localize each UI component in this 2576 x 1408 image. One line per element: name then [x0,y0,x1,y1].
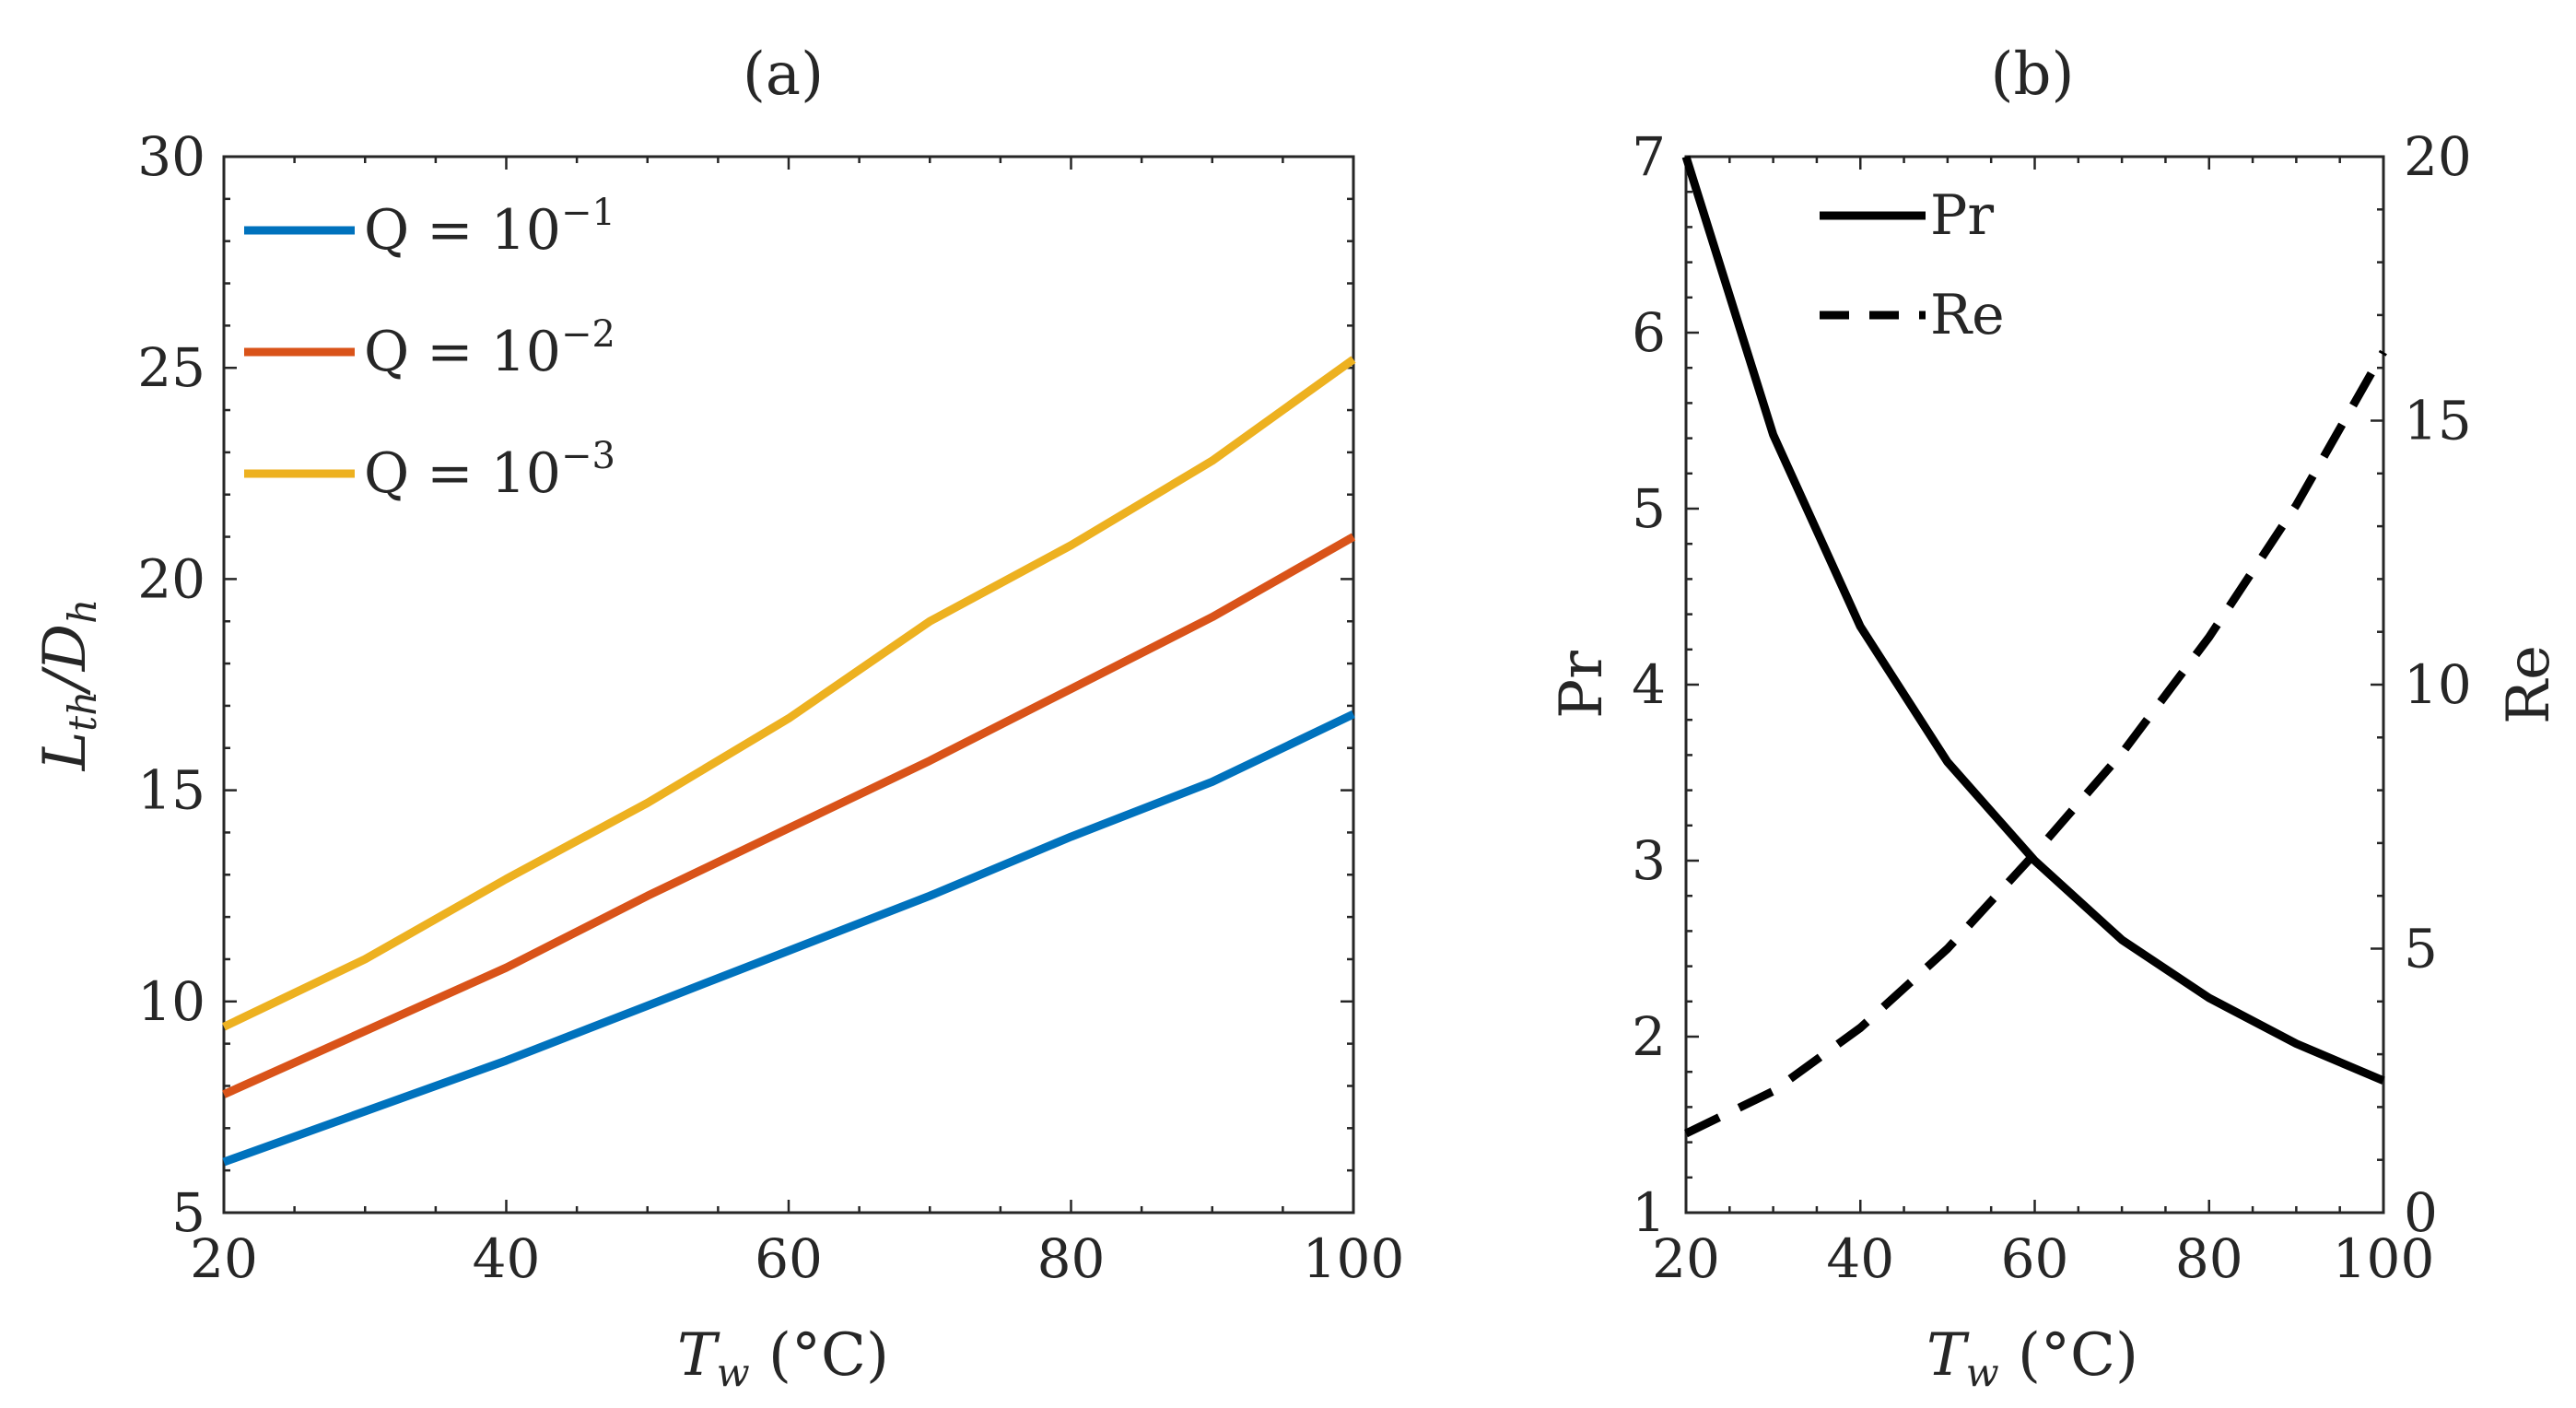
panel-a-plot-area [222,155,1355,1214]
panel-b-ticks [1684,155,2385,1214]
panel-a-title: (a) [743,41,824,109]
panel-a-x-axis-label: Tw (°C) [677,1321,889,1395]
panel-b-legend: Pr Re [1820,183,2005,347]
series-line-q2 [222,533,1356,1098]
y-tick-label: 5 [171,1181,205,1244]
y-tick-label: 30 [137,125,205,188]
panel-a-y-axis-label: Lth/Dh [31,599,105,771]
x-tick-label: 80 [1037,1227,1106,1290]
y-tick-label: 25 [137,336,205,399]
series-line-q1 [222,710,1355,1167]
right-y-tick-label: 10 [2404,653,2472,716]
panel-b-right-axis-label: Re [2495,645,2563,724]
legend-label: Q = 10−2 [364,313,615,384]
left-y-tick-label: 7 [1632,125,1666,188]
left-y-tick-label: 5 [1632,477,1666,540]
right-y-tick-label: 20 [2404,125,2472,188]
series-line-pr [1681,155,2385,1085]
legend-label: Pr [1930,183,1994,248]
left-y-tick-label: 6 [1632,301,1666,364]
panel-b-x-axis-label: Tw (°C) [1926,1321,2138,1395]
panel-a-legend: Q = 10−1 Q = 10−2 Q = 10−3 [244,192,615,506]
x-tick-label: 100 [1303,1227,1405,1290]
x-tick-label: 100 [2333,1227,2435,1290]
legend-label: Q = 10−1 [364,192,615,263]
right-y-tick-label: 15 [2404,390,2472,452]
x-tick-label: 20 [190,1227,258,1290]
x-tick-label: 40 [473,1227,541,1290]
right-y-tick-label: 0 [2404,1181,2438,1244]
panel-b-series [1681,155,2387,1138]
x-tick-label: 20 [1652,1227,1720,1290]
panel-b-tick-labels: 20 40 60 80 100 1 2 3 4 5 6 7 0 5 10 15 20 [1632,125,2472,1290]
x-tick-label: 80 [2175,1227,2243,1290]
right-y-tick-label: 5 [2404,918,2438,980]
x-tick-label: 60 [755,1227,823,1290]
left-y-tick-label: 4 [1632,653,1666,716]
panel-a-ticks [222,155,1355,1214]
y-tick-label: 15 [137,759,205,822]
legend-label: Re [1930,283,2005,347]
left-y-tick-label: 2 [1632,1005,1666,1068]
x-tick-label: 60 [2001,1227,2069,1290]
panel-a-tick-labels: 20 40 60 80 100 5 10 15 20 25 30 [137,125,1404,1290]
y-tick-label: 20 [137,547,205,610]
panel-a-series [222,356,1356,1167]
series-line-q3 [222,356,1356,1031]
legend-label: Q = 10−3 [364,435,615,506]
panel-b-title: (b) [1991,41,2075,109]
panel-b: (b) 20 40 60 80 100 1 2 3 4 5 6 7 0 5 10 15 20 Pr Re Tw (… [1548,41,2563,1395]
x-tick-label: 40 [1826,1227,1894,1290]
panel-b-plot-area [1684,155,2385,1214]
left-y-tick-label: 1 [1632,1181,1666,1244]
series-line-re [1684,349,2387,1138]
panel-b-left-axis-label: Pr [1548,651,1616,719]
left-y-tick-label: 3 [1632,829,1666,892]
y-tick-label: 10 [137,970,205,1033]
